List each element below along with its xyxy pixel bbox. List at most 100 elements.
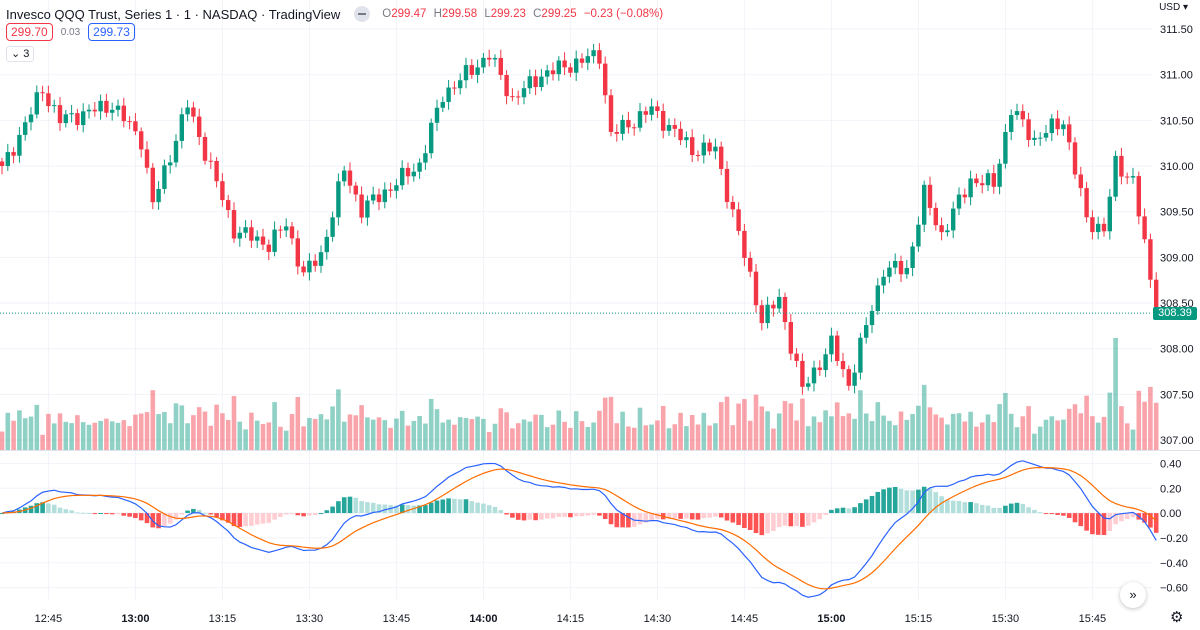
candle-body — [231, 210, 237, 239]
sell-price-button[interactable]: 299.70 — [6, 23, 53, 41]
macd-histogram-bar — [1113, 513, 1118, 525]
macd-histogram-bar — [927, 488, 933, 514]
macd-histogram-bar — [1124, 513, 1130, 520]
volume-bar — [950, 413, 956, 450]
candle-body — [539, 76, 544, 88]
candle-body — [504, 74, 509, 97]
currency-selector[interactable]: USD ▾ — [1159, 2, 1188, 13]
hide-icon[interactable] — [354, 6, 371, 22]
candle-body — [150, 167, 155, 203]
macd-histogram-bar — [51, 504, 57, 514]
macd-histogram-bar — [771, 513, 776, 531]
macd-histogram-bar — [249, 513, 254, 526]
macd-histogram-bar — [452, 498, 457, 514]
macd-histogram-bar — [689, 513, 695, 520]
macd-histogram-bar — [846, 508, 852, 514]
macd-histogram-bar — [672, 513, 678, 519]
macd-histogram-bar — [608, 513, 614, 525]
volume-bar — [892, 425, 898, 450]
scroll-to-realtime-button[interactable]: » — [1120, 582, 1146, 608]
macd-histogram-bar — [550, 513, 556, 519]
macd-histogram-bar — [1014, 502, 1020, 514]
candle-body — [997, 163, 1002, 187]
macd-histogram-bar — [736, 513, 741, 525]
macd-line — [1, 460, 1157, 598]
volume-bar — [898, 411, 904, 450]
candle-body — [1078, 174, 1083, 189]
symbol-title[interactable]: Invesco QQQ Trust, Series 1 · 1 · NASDAQ… — [6, 6, 341, 22]
volume-bar — [399, 410, 405, 450]
close-value: 299.25 — [541, 8, 577, 20]
candle-body — [434, 107, 440, 123]
volume-bar — [336, 389, 341, 450]
candle-body — [661, 110, 666, 131]
volume-bar — [463, 418, 469, 450]
volume-bar — [771, 428, 776, 450]
candle-body — [208, 160, 213, 162]
candle-body — [742, 230, 747, 258]
volume-bar — [214, 404, 219, 450]
candle-body — [179, 114, 184, 141]
volume-bar — [428, 398, 434, 450]
settings-gear-icon[interactable]: ⚙ — [1170, 609, 1184, 626]
macd-histogram-bar — [1055, 513, 1060, 515]
macd-histogram-bar — [1148, 513, 1153, 528]
macd-histogram-bar — [295, 513, 301, 516]
indicators-toggle-button[interactable]: ⌄ 3 — [6, 46, 35, 62]
macd-histogram-bar — [133, 513, 138, 519]
volume-bar — [156, 414, 161, 450]
volume-bar — [1148, 386, 1153, 450]
candle-body — [1067, 124, 1072, 143]
ohlc-values: O299.47 H299.58 L299.23 C299.25 −0.23 (−… — [382, 8, 667, 20]
volume-bar — [823, 410, 828, 450]
macd-histogram-bar — [353, 497, 359, 514]
candle-body — [1020, 111, 1025, 120]
candle-body — [156, 188, 161, 203]
macd-histogram-bar — [330, 506, 335, 514]
macd-histogram-bar — [1084, 513, 1089, 531]
macd-histogram-bar — [301, 513, 306, 517]
candle-body — [724, 168, 730, 202]
candle-body — [800, 360, 805, 387]
candle-body — [133, 121, 138, 132]
macd-histogram-bar — [579, 513, 585, 517]
volume-bar — [811, 416, 817, 450]
macd-histogram-bar — [1107, 513, 1113, 532]
change-value: −0.23 (−0.08%) — [583, 8, 664, 20]
volume-bar — [614, 423, 620, 450]
volume-bar — [481, 418, 486, 450]
candle-body — [562, 60, 567, 68]
volume-bar — [80, 422, 86, 450]
candle-body — [359, 194, 364, 218]
volume-bar — [672, 424, 678, 450]
volume-bar — [1072, 404, 1078, 450]
candle-body — [272, 229, 277, 252]
macd-histogram-bar — [1119, 513, 1124, 522]
candle-body — [1154, 279, 1159, 314]
volume-bar — [475, 416, 480, 450]
macd-histogram-bar — [730, 513, 736, 523]
volume-bar — [202, 411, 208, 450]
volume-bar — [620, 411, 625, 450]
macd-tick-label: −0.60 — [1160, 583, 1188, 595]
candle-body — [353, 185, 358, 195]
macd-histogram-bar — [620, 513, 625, 528]
candle-body — [910, 246, 915, 268]
macd-histogram-bar — [643, 513, 649, 523]
macd-histogram-bar — [312, 513, 318, 516]
volume-bar — [446, 419, 451, 450]
volume-bar — [469, 419, 475, 450]
macd-histogram-bar — [475, 502, 480, 514]
candle-body — [197, 116, 202, 137]
candle-body — [614, 131, 619, 134]
volume-bar — [660, 405, 666, 450]
candle-body — [75, 113, 80, 126]
volume-bar — [562, 421, 567, 450]
buy-price-button[interactable]: 299.73 — [88, 23, 135, 41]
candle-body — [115, 105, 121, 110]
candle-body — [34, 92, 39, 115]
macd-histogram-bar — [440, 499, 446, 514]
macd-histogram-bar — [834, 508, 840, 514]
price-tick-label: 307.50 — [1160, 389, 1194, 401]
